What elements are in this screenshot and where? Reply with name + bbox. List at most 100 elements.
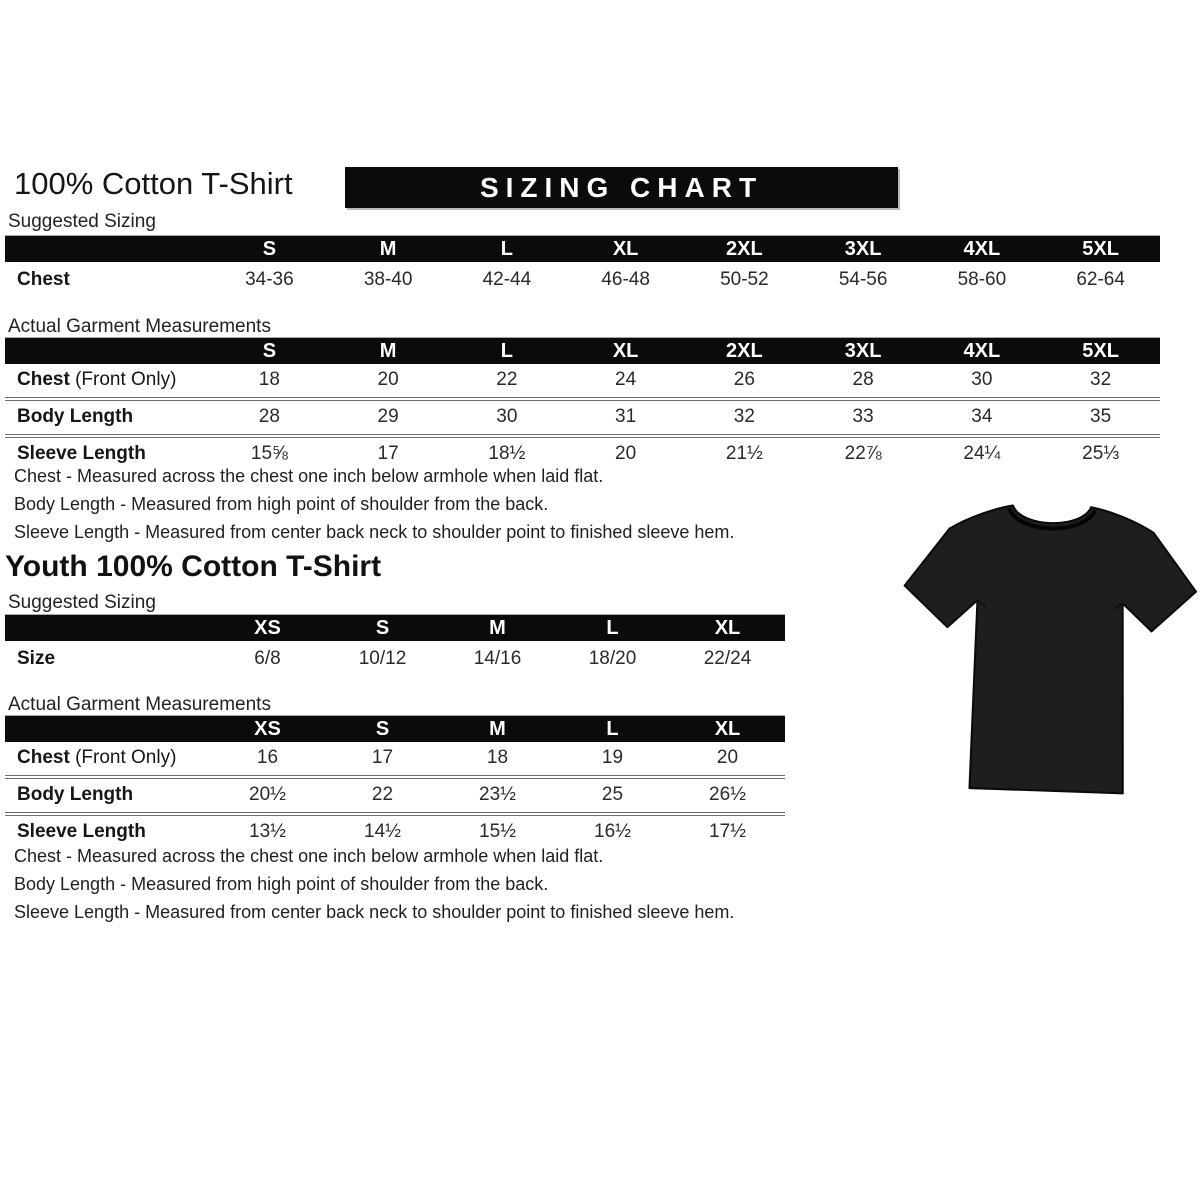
measurement-cell: 10/12 — [358, 648, 407, 669]
size-column-header: 2XL — [685, 337, 804, 364]
note-line: Sleeve Length - Measured from center bac… — [14, 902, 735, 922]
size-column-header: XL — [670, 715, 785, 742]
measurement-cell: 46-48 — [601, 269, 650, 290]
tshirt-graphic — [903, 504, 1198, 795]
youth-suggested-sizing-table: XS S M L XL Size 6/8 10/12 14/16 18/20 22/24 — [5, 614, 785, 678]
row-label: Chest (Front Only) — [17, 369, 177, 390]
measurement-cell: 28 — [852, 369, 874, 390]
measurement-cell: 13½ — [249, 821, 286, 842]
measurement-cell: 20½ — [249, 784, 286, 805]
row-label: Sleeve Length — [17, 821, 146, 842]
row-label: Body Length — [17, 406, 134, 427]
size-column-header: S — [210, 235, 329, 262]
sizing-chart-banner-label: SIZING CHART — [479, 172, 764, 203]
measurement-cell: 32 — [733, 406, 755, 427]
black-tshirt-image — [892, 483, 1200, 819]
measurement-cell: 17½ — [709, 821, 746, 842]
table-row: Body Length 20½ 22 23½ 25 26½ — [5, 777, 785, 814]
measurement-cell: 18/20 — [588, 648, 637, 669]
header-corner-cell — [5, 235, 210, 262]
table-row: Chest 34-36 38-40 42-44 46-48 50-52 54-56 58-60… — [5, 262, 1160, 299]
table-row: Sleeve Length 13½ 14½ 15½ 16½ 17½ — [5, 814, 785, 849]
size-header-row: S M L XL 2XL 3XL 4XL 5XL — [5, 337, 1160, 364]
size-column-header: 3XL — [803, 337, 923, 364]
measurement-cell: 22 — [496, 369, 518, 390]
measurement-cell: 38-40 — [363, 269, 413, 290]
youth-suggested-sizing-label: Suggested Sizing — [8, 592, 156, 613]
table-row: Chest (Front Only) 18 20 22 24 26 28 30 32 — [5, 364, 1160, 399]
measurement-cell: 15⅝ — [250, 443, 288, 464]
size-header-row: XS S M L XL — [5, 614, 785, 641]
header-corner-cell — [5, 614, 210, 641]
measurement-cell: 14½ — [364, 821, 401, 842]
measurement-cell: 50-52 — [720, 269, 769, 290]
size-header-row: XS S M L XL — [5, 715, 785, 742]
size-column-header: L — [447, 235, 567, 262]
measurement-cell: 25⅓ — [1082, 443, 1120, 464]
measurement-cell: 42-44 — [482, 269, 532, 290]
measurement-cell: 17 — [377, 443, 399, 464]
size-column-header: XL — [670, 614, 785, 641]
size-column-header: L — [447, 337, 567, 364]
measurement-cell: 24 — [615, 369, 637, 390]
size-column-header: L — [555, 614, 670, 641]
size-column-header: M — [328, 337, 448, 364]
measurement-cell: 26½ — [709, 784, 746, 805]
measurement-cell: 34 — [971, 406, 993, 427]
youth-measurements-label: Actual Garment Measurements — [8, 694, 271, 715]
row-label: Body Length — [17, 784, 134, 805]
size-column-header: 4XL — [922, 235, 1042, 262]
measurement-cell: 24¼ — [963, 443, 1001, 464]
size-column-header: 4XL — [922, 337, 1042, 364]
measurement-cell: 29 — [377, 406, 399, 427]
size-column-header: 3XL — [803, 235, 923, 262]
size-column-header: XS — [210, 715, 325, 742]
row-label: Chest — [17, 269, 70, 290]
table-row: Chest (Front Only) 16 17 18 19 20 — [5, 742, 785, 777]
measurement-cell: 14/16 — [473, 648, 522, 669]
measurement-cell: 20 — [377, 369, 399, 390]
measurement-cell: 15½ — [479, 821, 516, 842]
sizing-chart-banner: SIZING CHART — [345, 167, 898, 208]
size-column-header: L — [555, 715, 670, 742]
table-row: Size 6/8 10/12 14/16 18/20 22/24 — [5, 641, 785, 678]
note-line: Chest - Measured across the chest one in… — [14, 466, 604, 486]
table-row: Body Length 28 29 30 31 32 33 34 35 — [5, 399, 1160, 436]
adult-suggested-sizing-label: Suggested Sizing — [8, 211, 156, 232]
measurement-cell: 32 — [1090, 369, 1112, 390]
measurement-cell: 20 — [716, 747, 739, 768]
measurement-cell: 30 — [971, 369, 993, 390]
measurement-cell: 26 — [733, 369, 755, 390]
size-column-header: XS — [210, 614, 325, 641]
page-title: 100% Cotton T-Shirt — [14, 166, 293, 201]
measurement-cell: 19 — [601, 747, 624, 768]
size-column-header: S — [325, 614, 440, 641]
measurement-cell: 34-36 — [245, 269, 294, 290]
measurement-cell: 25 — [601, 784, 624, 805]
measurement-cell: 18 — [486, 747, 509, 768]
header-corner-cell — [5, 715, 210, 742]
header-corner-cell — [5, 337, 210, 364]
size-column-header: 5XL — [1041, 235, 1160, 262]
measurement-cell: 6/8 — [254, 648, 281, 669]
measurement-cell: 22/24 — [703, 648, 752, 669]
size-column-header: 5XL — [1041, 337, 1160, 364]
measurement-cell: 20 — [615, 443, 637, 464]
measurement-cell: 62-64 — [1076, 269, 1125, 290]
size-column-header: S — [210, 337, 329, 364]
size-column-header: M — [440, 614, 555, 641]
measurement-cell: 17 — [371, 747, 394, 768]
size-column-header: M — [328, 235, 448, 262]
measurement-cell: 18 — [258, 369, 280, 390]
note-line: Body Length - Measured from high point o… — [14, 874, 549, 894]
measurement-cell: 21½ — [725, 443, 763, 464]
size-header-row: S M L XL 2XL 3XL 4XL 5XL — [5, 235, 1160, 262]
size-column-header: XL — [566, 337, 685, 364]
measurement-cell: 35 — [1090, 406, 1112, 427]
row-label: Size — [17, 648, 56, 669]
size-column-header: S — [325, 715, 440, 742]
youth-measurement-notes: Chest - Measured across the chest one in… — [14, 842, 734, 926]
note-line: Body Length - Measured from high point o… — [14, 494, 549, 514]
measurement-cell: 18½ — [488, 443, 526, 464]
adult-measurement-notes: Chest - Measured across the chest one in… — [14, 462, 734, 546]
